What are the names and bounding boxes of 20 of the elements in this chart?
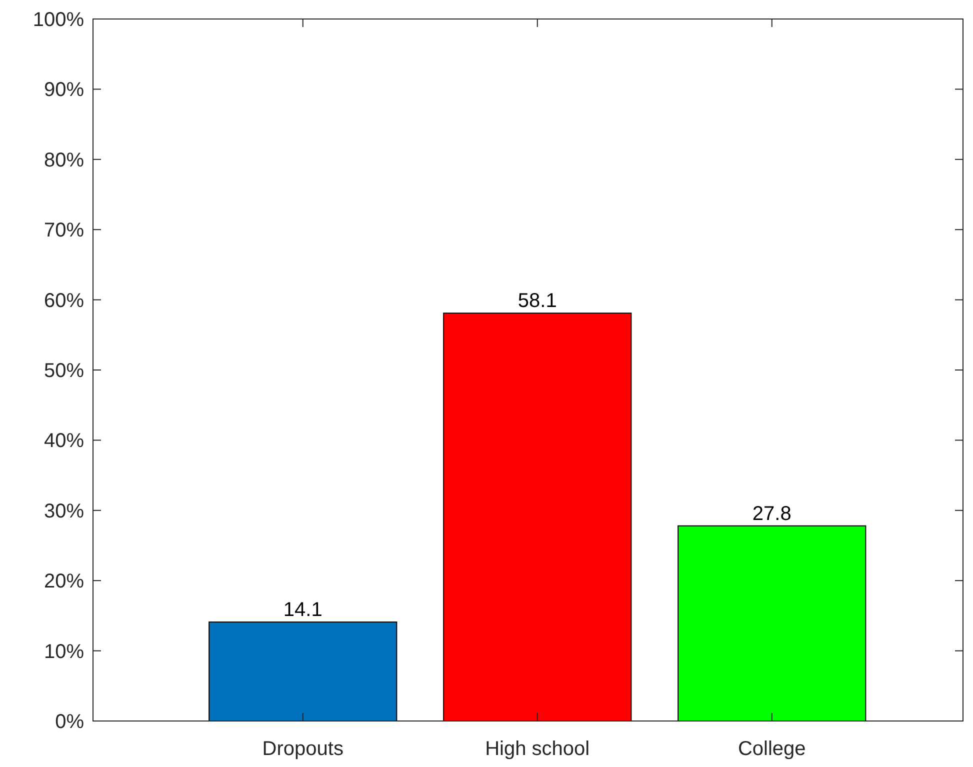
x-tick-label: College xyxy=(738,738,806,760)
data-label: 14.1 xyxy=(283,599,322,622)
bar xyxy=(443,312,632,722)
bar xyxy=(678,525,866,722)
y-tick-label: 40% xyxy=(44,430,84,452)
y-tick-label: 80% xyxy=(44,149,84,172)
y-tick-label: 10% xyxy=(44,640,84,663)
data-label: 58.1 xyxy=(518,290,557,312)
y-tick-label: 60% xyxy=(44,290,84,312)
y-tick-label: 0% xyxy=(55,711,84,733)
y-tick-label: 30% xyxy=(44,500,84,522)
x-tick-label: Dropouts xyxy=(262,738,344,760)
y-tick-label: 20% xyxy=(44,570,84,593)
y-tick-label: 50% xyxy=(44,360,84,382)
x-tick-label: High school xyxy=(485,738,590,760)
y-tick-label: 70% xyxy=(44,220,84,242)
data-label: 27.8 xyxy=(752,502,792,525)
y-tick-label: 100% xyxy=(32,9,84,31)
y-tick-label: 90% xyxy=(44,79,84,102)
bar xyxy=(208,622,398,722)
